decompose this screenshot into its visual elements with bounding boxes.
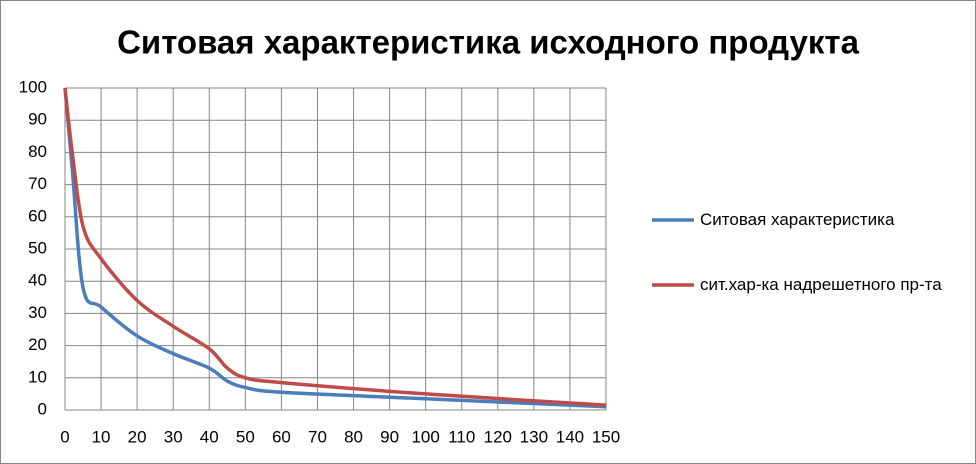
legend-label: Ситовая характеристика [700,210,895,229]
y-tick-label: 40 [28,271,47,290]
y-tick-label: 0 [38,399,47,418]
series-line [63,87,607,407]
y-tick-label: 60 [28,206,47,225]
y-tick-label: 80 [28,142,47,161]
legend-label: сит.хар-ка надрешетного пр-та [700,275,942,294]
y-tick-label: 30 [28,303,47,322]
y-tick-label: 100 [19,77,47,96]
y-tick-label: 70 [28,174,47,193]
x-tick-label: 60 [272,427,291,446]
y-tick-label: 10 [28,367,47,386]
x-tick-label: 110 [448,427,475,446]
x-tick-label: 70 [308,427,327,446]
chart-title: Ситовая характеристика исходного продукт… [117,24,859,61]
x-tick-label: 100 [411,427,439,446]
y-tick-label: 20 [28,335,47,354]
x-tick-label: 140 [556,427,584,446]
x-tick-label: 20 [128,427,147,446]
x-tick-label: 90 [380,427,399,446]
x-tick-label: 130 [520,427,548,446]
x-tick-label: 10 [92,427,111,446]
series-line [63,87,607,409]
y-tick-label: 90 [28,110,47,129]
y-tick-label: 50 [28,238,47,257]
x-tick-label: 80 [344,427,363,446]
x-tick-label: 150 [592,427,620,446]
x-tick-label: 50 [236,427,255,446]
x-tick-label: 0 [60,427,69,446]
x-tick-label: 40 [200,427,219,446]
x-tick-label: 120 [484,427,512,446]
x-tick-label: 30 [164,427,183,446]
